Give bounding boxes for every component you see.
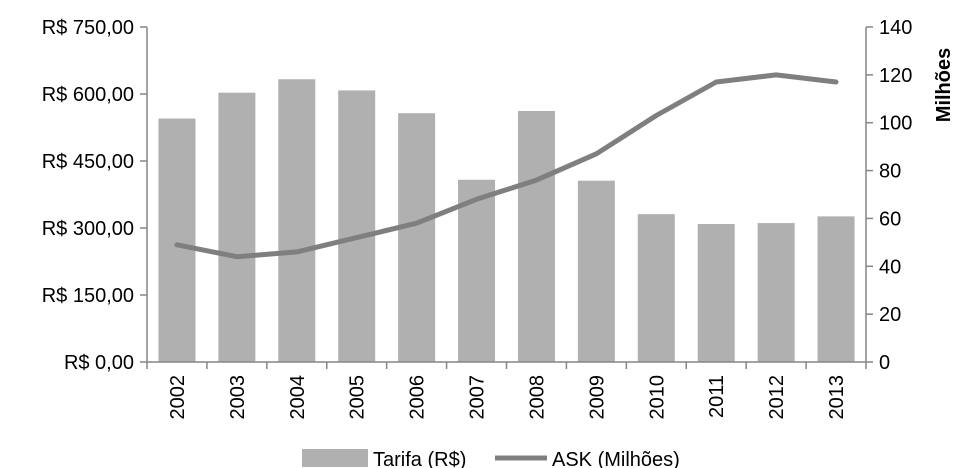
bar-2012 (757, 223, 795, 362)
bar-2008 (517, 110, 555, 363)
left-tick-label: R$ 0,00 (64, 352, 134, 374)
x-axis-ticks: 2002 2003 2004 2005 2006 2007 2008 2009 2010 2011… (146, 362, 867, 420)
left-tick-label: R$ 600,00 (42, 84, 134, 106)
x-tick-label: 2011 (706, 375, 728, 418)
legend-label-ask: ASK (Milhões) (552, 449, 680, 468)
left-axis-ticks: R$ 0,00 R$ 150,00 R$ 300,00 R$ 450,00 R$ 600… (42, 17, 147, 374)
x-tick-label: 2007 (467, 375, 489, 420)
x-tick-label: 2012 (766, 375, 788, 420)
bar-2007 (458, 179, 496, 362)
bar-2003 (218, 92, 256, 362)
line-series (174, 72, 839, 260)
bar-2006 (398, 113, 436, 362)
left-tick-label: R$ 150,00 (42, 285, 134, 307)
right-axis-ticks: 0 20 40 60 80 100 120 140 (866, 17, 912, 374)
x-tick-label: 2009 (586, 375, 608, 420)
left-tick-label: R$ 450,00 (42, 151, 134, 173)
bar-2002 (158, 118, 196, 362)
bar-2013 (817, 216, 855, 362)
bar-series (158, 79, 855, 363)
right-tick-label: 20 (879, 304, 901, 326)
bar-2009 (577, 180, 615, 362)
legend-label-tarifa: Tarifa (R$) (373, 449, 466, 468)
x-tick-label: 2010 (646, 375, 668, 420)
x-tick-label: 2013 (826, 375, 848, 420)
right-tick-label: 80 (879, 161, 901, 183)
right-tick-label: 120 (879, 65, 912, 87)
line-ask (174, 72, 839, 260)
right-tick-label: 40 (879, 256, 901, 278)
bar-2005 (338, 90, 376, 362)
bar-2004 (278, 79, 316, 362)
left-tick-label: R$ 300,00 (42, 218, 134, 240)
right-tick-label: 140 (879, 17, 912, 39)
legend-swatch-tarifa (302, 449, 368, 467)
legend: Tarifa (R$) ASK (Milhões) (302, 449, 680, 468)
right-tick-label: 0 (879, 352, 890, 374)
right-axis-title: Milhões (933, 48, 955, 122)
right-tick-label: 100 (879, 113, 912, 135)
right-tick-label: 60 (879, 208, 901, 230)
x-tick-label: 2008 (527, 375, 549, 420)
x-tick-label: 2005 (347, 375, 369, 420)
x-tick-label: 2002 (167, 375, 189, 420)
x-tick-label: 2004 (287, 375, 309, 420)
bar-2011 (697, 223, 735, 362)
x-tick-label: 2003 (227, 375, 249, 420)
bar-2010 (637, 214, 675, 362)
x-tick-label: 2006 (407, 375, 429, 420)
left-tick-label: R$ 750,00 (42, 17, 134, 39)
